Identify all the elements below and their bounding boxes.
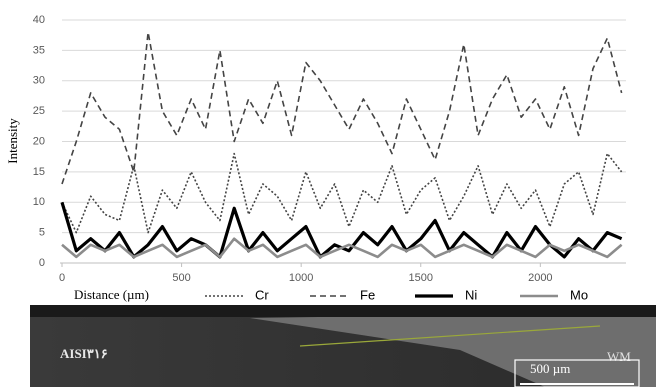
series-line bbox=[61, 237, 623, 259]
legend-label: Fe bbox=[360, 287, 375, 302]
series-line bbox=[61, 31, 623, 185]
scale-bar-label: 500 µm bbox=[530, 361, 570, 376]
y-tick-label: 15 bbox=[33, 166, 45, 178]
x-tick-label: 500 bbox=[172, 272, 190, 284]
weld-region bbox=[250, 312, 656, 387]
series-line bbox=[61, 152, 623, 234]
y-tick-label: 0 bbox=[39, 257, 45, 269]
y-tick-label: 20 bbox=[33, 135, 45, 147]
x-tick-label: 1500 bbox=[409, 272, 433, 284]
scan-line bbox=[299, 325, 601, 347]
y-tick-label: 30 bbox=[33, 75, 45, 87]
legend-label: Cr bbox=[255, 287, 269, 302]
y-tick-label: 35 bbox=[33, 44, 45, 56]
y-tick-label: 25 bbox=[33, 105, 45, 117]
y-tick-label: 10 bbox=[33, 196, 45, 208]
micrograph: AISI۳۱۶ WM 500 µm bbox=[30, 305, 656, 388]
base-metal-label: AISI۳۱۶ bbox=[60, 346, 108, 361]
y-tick-label: 40 bbox=[33, 14, 45, 26]
x-tick-label: 1000 bbox=[289, 272, 313, 284]
x-tick-label: 2000 bbox=[528, 272, 552, 284]
x-axis-label: Distance (µm) bbox=[74, 287, 149, 302]
y-tick-label: 5 bbox=[39, 227, 45, 239]
micrograph-top-band bbox=[30, 305, 656, 317]
plot-area: 0 5 10 15 20 25 30 35 40 0 500 1000 1500 2000 Intensit… bbox=[5, 14, 626, 302]
weld-metal-label: WM bbox=[607, 349, 631, 364]
y-axis-label: Intensity bbox=[5, 118, 20, 164]
legend-label: Mo bbox=[570, 287, 588, 302]
x-tick-label: 0 bbox=[59, 272, 65, 284]
legend-label: Ni bbox=[465, 287, 477, 302]
